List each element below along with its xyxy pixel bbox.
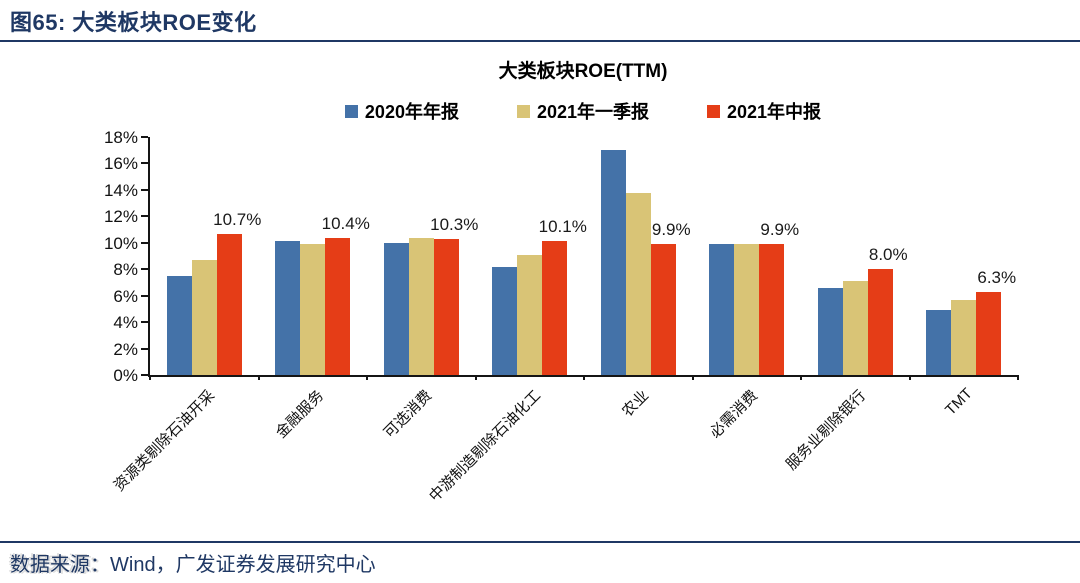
bar-group: 10.3% 可选消费 bbox=[367, 137, 479, 442]
figure-caption: 图65: 大类板块ROE变化 bbox=[10, 10, 257, 35]
chart-legend: 2020年年报 2021年一季报 2021年中报 bbox=[148, 98, 1018, 124]
y-axis-tick bbox=[141, 374, 148, 376]
bar bbox=[650, 244, 676, 375]
bar-group: 10.7% 资源类剔除石油开采 bbox=[111, 137, 262, 495]
bar bbox=[275, 241, 301, 375]
category-boundary-tick bbox=[691, 375, 694, 380]
category-boundary-tick bbox=[474, 375, 477, 380]
category-boundary-tick bbox=[366, 375, 368, 380]
bar-group: 10.1% 中游制造剔除石油化工 bbox=[426, 137, 587, 505]
category-boundary-tick bbox=[800, 375, 802, 380]
bar-value-label: 8.0% bbox=[868, 245, 908, 265]
category-boundary-tick bbox=[908, 375, 911, 380]
y-axis-tick-label: 14% bbox=[103, 180, 138, 200]
bar-value-label: 10.4% bbox=[321, 213, 370, 233]
bar bbox=[191, 259, 217, 375]
category-boundary-tick bbox=[149, 375, 151, 380]
y-axis-tick-label: 4% bbox=[113, 313, 138, 333]
bar bbox=[817, 287, 843, 375]
x-axis-category-label: 中游制造剔除石油化工 bbox=[425, 387, 544, 506]
category-boundary-tick bbox=[583, 375, 585, 380]
bar-value-label: 10.1% bbox=[538, 217, 587, 237]
bar-value-label: 9.9% bbox=[651, 220, 691, 240]
bar-group: 9.9% 农业 bbox=[584, 137, 693, 420]
bar bbox=[166, 275, 192, 375]
y-axis-tick-label: 18% bbox=[103, 128, 138, 147]
bar-value-label: 6.3% bbox=[977, 267, 1017, 287]
bar-value-label: 9.9% bbox=[760, 220, 800, 240]
bar bbox=[542, 241, 568, 375]
y-axis-tick-label: 8% bbox=[113, 260, 138, 280]
bar bbox=[517, 254, 543, 375]
y-axis-tick bbox=[141, 294, 148, 297]
bar bbox=[383, 242, 409, 375]
bar bbox=[734, 244, 760, 375]
x-axis-category-label: 金融服务 bbox=[272, 387, 327, 442]
y-axis-tick-label: 0% bbox=[113, 366, 138, 385]
legend-item-2020-annual: 2020年年报 bbox=[344, 98, 459, 124]
legend-label: 2020年年报 bbox=[364, 102, 459, 122]
bar-group: 6.3% TMT bbox=[910, 137, 1019, 419]
bar-value-label: 10.3% bbox=[430, 214, 479, 234]
chart-title: 大类板块ROE(TTM) bbox=[498, 61, 668, 82]
plot-area: 10.7% 资源类剔除石油开采 10.4% 金融服务 10.3% 可选消费 10.1% 中游制… bbox=[104, 128, 1019, 505]
x-axis-category-label: 农业 bbox=[619, 387, 653, 421]
legend-swatch-blue bbox=[344, 104, 358, 118]
bar bbox=[926, 310, 952, 375]
bar-group: 10.4% 金融服务 bbox=[259, 137, 370, 442]
bar bbox=[625, 192, 651, 375]
y-axis-tick-label: 12% bbox=[103, 207, 138, 227]
bar bbox=[433, 238, 459, 375]
bar bbox=[951, 299, 977, 375]
legend-label: 2021年一季报 bbox=[536, 102, 650, 122]
header-divider bbox=[0, 40, 1080, 42]
legend-label: 2021年中报 bbox=[727, 102, 822, 122]
y-axis-tick bbox=[141, 347, 148, 350]
bar bbox=[976, 291, 1002, 375]
y-axis-tick bbox=[141, 136, 148, 138]
footer-divider bbox=[0, 541, 1080, 543]
bar bbox=[600, 150, 626, 375]
x-axis-category-label: 可选消费 bbox=[380, 387, 436, 442]
data-source-label: 数据来源： bbox=[10, 554, 110, 576]
y-axis-tick bbox=[141, 162, 148, 165]
category-boundary-tick bbox=[1017, 375, 1019, 380]
bar-group: 8.0% 服务业剔除银行 bbox=[783, 137, 910, 473]
y-axis-tick bbox=[141, 241, 148, 244]
y-axis-tick bbox=[141, 268, 148, 271]
bar bbox=[759, 244, 785, 375]
bar bbox=[216, 233, 242, 375]
legend-item-2021-interim: 2021年中报 bbox=[707, 98, 821, 124]
bar bbox=[300, 244, 326, 375]
bar bbox=[325, 237, 351, 375]
y-axis-tick-label: 2% bbox=[113, 339, 138, 359]
category-boundary-tick bbox=[257, 375, 260, 380]
bar bbox=[842, 281, 868, 375]
bar-groups: 10.7% 资源类剔除石油开采 10.4% 金融服务 10.3% 可选消费 10.1% 中游制… bbox=[111, 137, 1019, 505]
bar-value-label: 10.7% bbox=[213, 209, 262, 229]
legend-swatch-red bbox=[707, 104, 721, 118]
y-axis-tick-label: 6% bbox=[113, 286, 138, 306]
bar bbox=[492, 266, 518, 375]
bar-group: 9.9% 必需消费 bbox=[693, 137, 802, 441]
y-axis-tick-label: 16% bbox=[103, 154, 138, 174]
legend-item-2021-q1: 2021年一季报 bbox=[516, 98, 650, 124]
y-axis-tick bbox=[141, 321, 148, 324]
bar bbox=[709, 244, 735, 375]
y-axis-tick bbox=[141, 188, 148, 191]
legend-swatch-tan bbox=[516, 104, 530, 118]
y-axis-tick-label: 10% bbox=[103, 233, 138, 253]
bar bbox=[408, 237, 434, 375]
y-axis-tick bbox=[141, 215, 148, 218]
x-axis-category-label: TMT bbox=[941, 385, 976, 419]
data-source-note: 数据来源：Wind，广发证券发展研究中心 bbox=[10, 548, 376, 577]
x-axis-category-label: 必需消费 bbox=[706, 387, 761, 442]
x-axis-category-label: 服务业剔除银行 bbox=[783, 387, 870, 474]
data-source-text: Wind，广发证券发展研究中心 bbox=[110, 554, 376, 576]
x-axis-category-label: 资源类剔除石油开采 bbox=[110, 387, 219, 495]
bar bbox=[867, 269, 893, 375]
